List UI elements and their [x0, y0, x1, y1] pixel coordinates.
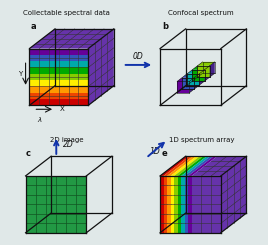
- Polygon shape: [192, 156, 246, 176]
- Polygon shape: [210, 62, 215, 77]
- Polygon shape: [29, 61, 88, 67]
- Title: 2D image: 2D image: [50, 137, 84, 144]
- Polygon shape: [163, 176, 167, 233]
- Polygon shape: [221, 156, 246, 233]
- Polygon shape: [29, 93, 88, 99]
- Text: 2D: 2D: [63, 140, 74, 149]
- Polygon shape: [182, 78, 194, 89]
- Text: e: e: [162, 149, 168, 159]
- Polygon shape: [88, 29, 114, 105]
- Polygon shape: [167, 156, 196, 176]
- Polygon shape: [188, 176, 192, 233]
- Text: λ: λ: [37, 117, 41, 123]
- Polygon shape: [160, 156, 189, 176]
- Polygon shape: [198, 62, 215, 66]
- Polygon shape: [178, 176, 181, 233]
- Polygon shape: [181, 156, 210, 176]
- Text: Y: Y: [18, 71, 23, 77]
- Polygon shape: [29, 74, 88, 80]
- Polygon shape: [160, 176, 163, 233]
- Polygon shape: [192, 176, 221, 233]
- Polygon shape: [29, 99, 88, 105]
- Polygon shape: [178, 156, 207, 176]
- Polygon shape: [189, 78, 194, 93]
- Text: X: X: [59, 106, 64, 112]
- Title: Confocal spectrum: Confocal spectrum: [169, 10, 234, 16]
- Polygon shape: [192, 70, 204, 81]
- Polygon shape: [187, 70, 204, 74]
- Polygon shape: [29, 80, 88, 86]
- Polygon shape: [181, 176, 185, 233]
- Polygon shape: [192, 66, 210, 70]
- Polygon shape: [25, 176, 86, 233]
- Polygon shape: [187, 74, 199, 85]
- Polygon shape: [204, 66, 210, 81]
- Polygon shape: [29, 29, 114, 49]
- Polygon shape: [185, 156, 214, 176]
- Text: 1D: 1D: [150, 147, 161, 156]
- Polygon shape: [171, 176, 174, 233]
- Polygon shape: [174, 176, 178, 233]
- Polygon shape: [177, 78, 194, 82]
- Polygon shape: [174, 156, 203, 176]
- Polygon shape: [199, 70, 204, 85]
- Polygon shape: [163, 156, 193, 176]
- Polygon shape: [171, 156, 200, 176]
- Polygon shape: [29, 49, 88, 55]
- Text: a: a: [31, 22, 36, 31]
- Title: 1D spectrum array: 1D spectrum array: [169, 137, 234, 144]
- Polygon shape: [29, 55, 88, 61]
- Polygon shape: [198, 66, 210, 77]
- Text: 0D: 0D: [133, 52, 144, 61]
- Polygon shape: [188, 156, 217, 176]
- Polygon shape: [194, 74, 199, 89]
- Polygon shape: [29, 86, 88, 93]
- Text: b: b: [162, 22, 168, 31]
- Title: Collectable spectral data: Collectable spectral data: [23, 10, 110, 16]
- Polygon shape: [29, 67, 88, 74]
- Text: c: c: [25, 149, 31, 159]
- Polygon shape: [177, 82, 189, 93]
- Polygon shape: [185, 176, 188, 233]
- Polygon shape: [182, 74, 199, 78]
- Polygon shape: [167, 176, 171, 233]
